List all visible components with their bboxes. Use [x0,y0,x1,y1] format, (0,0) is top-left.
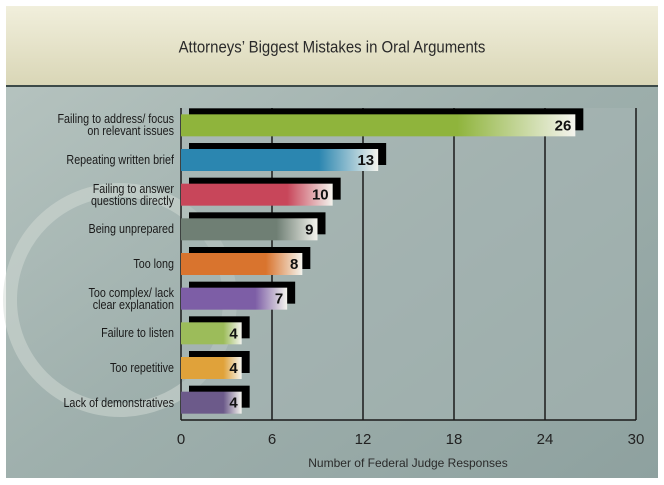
bar [181,357,242,379]
x-tick-label: 6 [268,431,276,448]
value-label: 10 [312,187,329,204]
y-tick-label: Lack of demonstratives [63,395,174,410]
x-tick-label: 18 [446,431,463,448]
y-tick-label: Too complex/ lack clear explanation [88,285,174,312]
y-tick-label: Too long [133,257,174,271]
bar [181,287,288,310]
value-label: 4 [229,395,238,412]
y-tick-label: Too repetitive [110,361,174,375]
value-label: 7 [275,291,283,308]
bar [181,322,242,345]
title-band [6,6,658,86]
bar [181,391,242,414]
bar [181,149,379,171]
chart-title: Attorneys’ Biggest Mistakes in Oral Argu… [179,39,486,57]
value-label: 4 [229,360,238,377]
value-label: 8 [290,256,298,273]
bar [181,183,333,206]
y-tick-label: Failing to address/ focus on relevant is… [57,112,174,139]
x-axis-label: Number of Federal Judge Responses [308,456,507,470]
x-tick-label: 24 [537,431,554,448]
x-tick-label: 30 [628,431,645,448]
y-tick-label: Failure to listen [101,326,174,341]
value-label: 4 [229,325,238,342]
value-label: 26 [555,117,572,134]
value-label: 13 [357,152,374,169]
value-label: 9 [305,221,313,238]
y-tick-label: Being unprepared [88,222,174,237]
bar [181,114,576,137]
x-tick-label: 0 [177,431,185,448]
y-tick-label: Failing to answer questions directly [90,181,174,208]
x-tick-label: 12 [355,431,372,448]
y-tick-label: Repeating written brief [66,153,174,167]
bar [181,218,318,241]
bar [181,253,303,275]
